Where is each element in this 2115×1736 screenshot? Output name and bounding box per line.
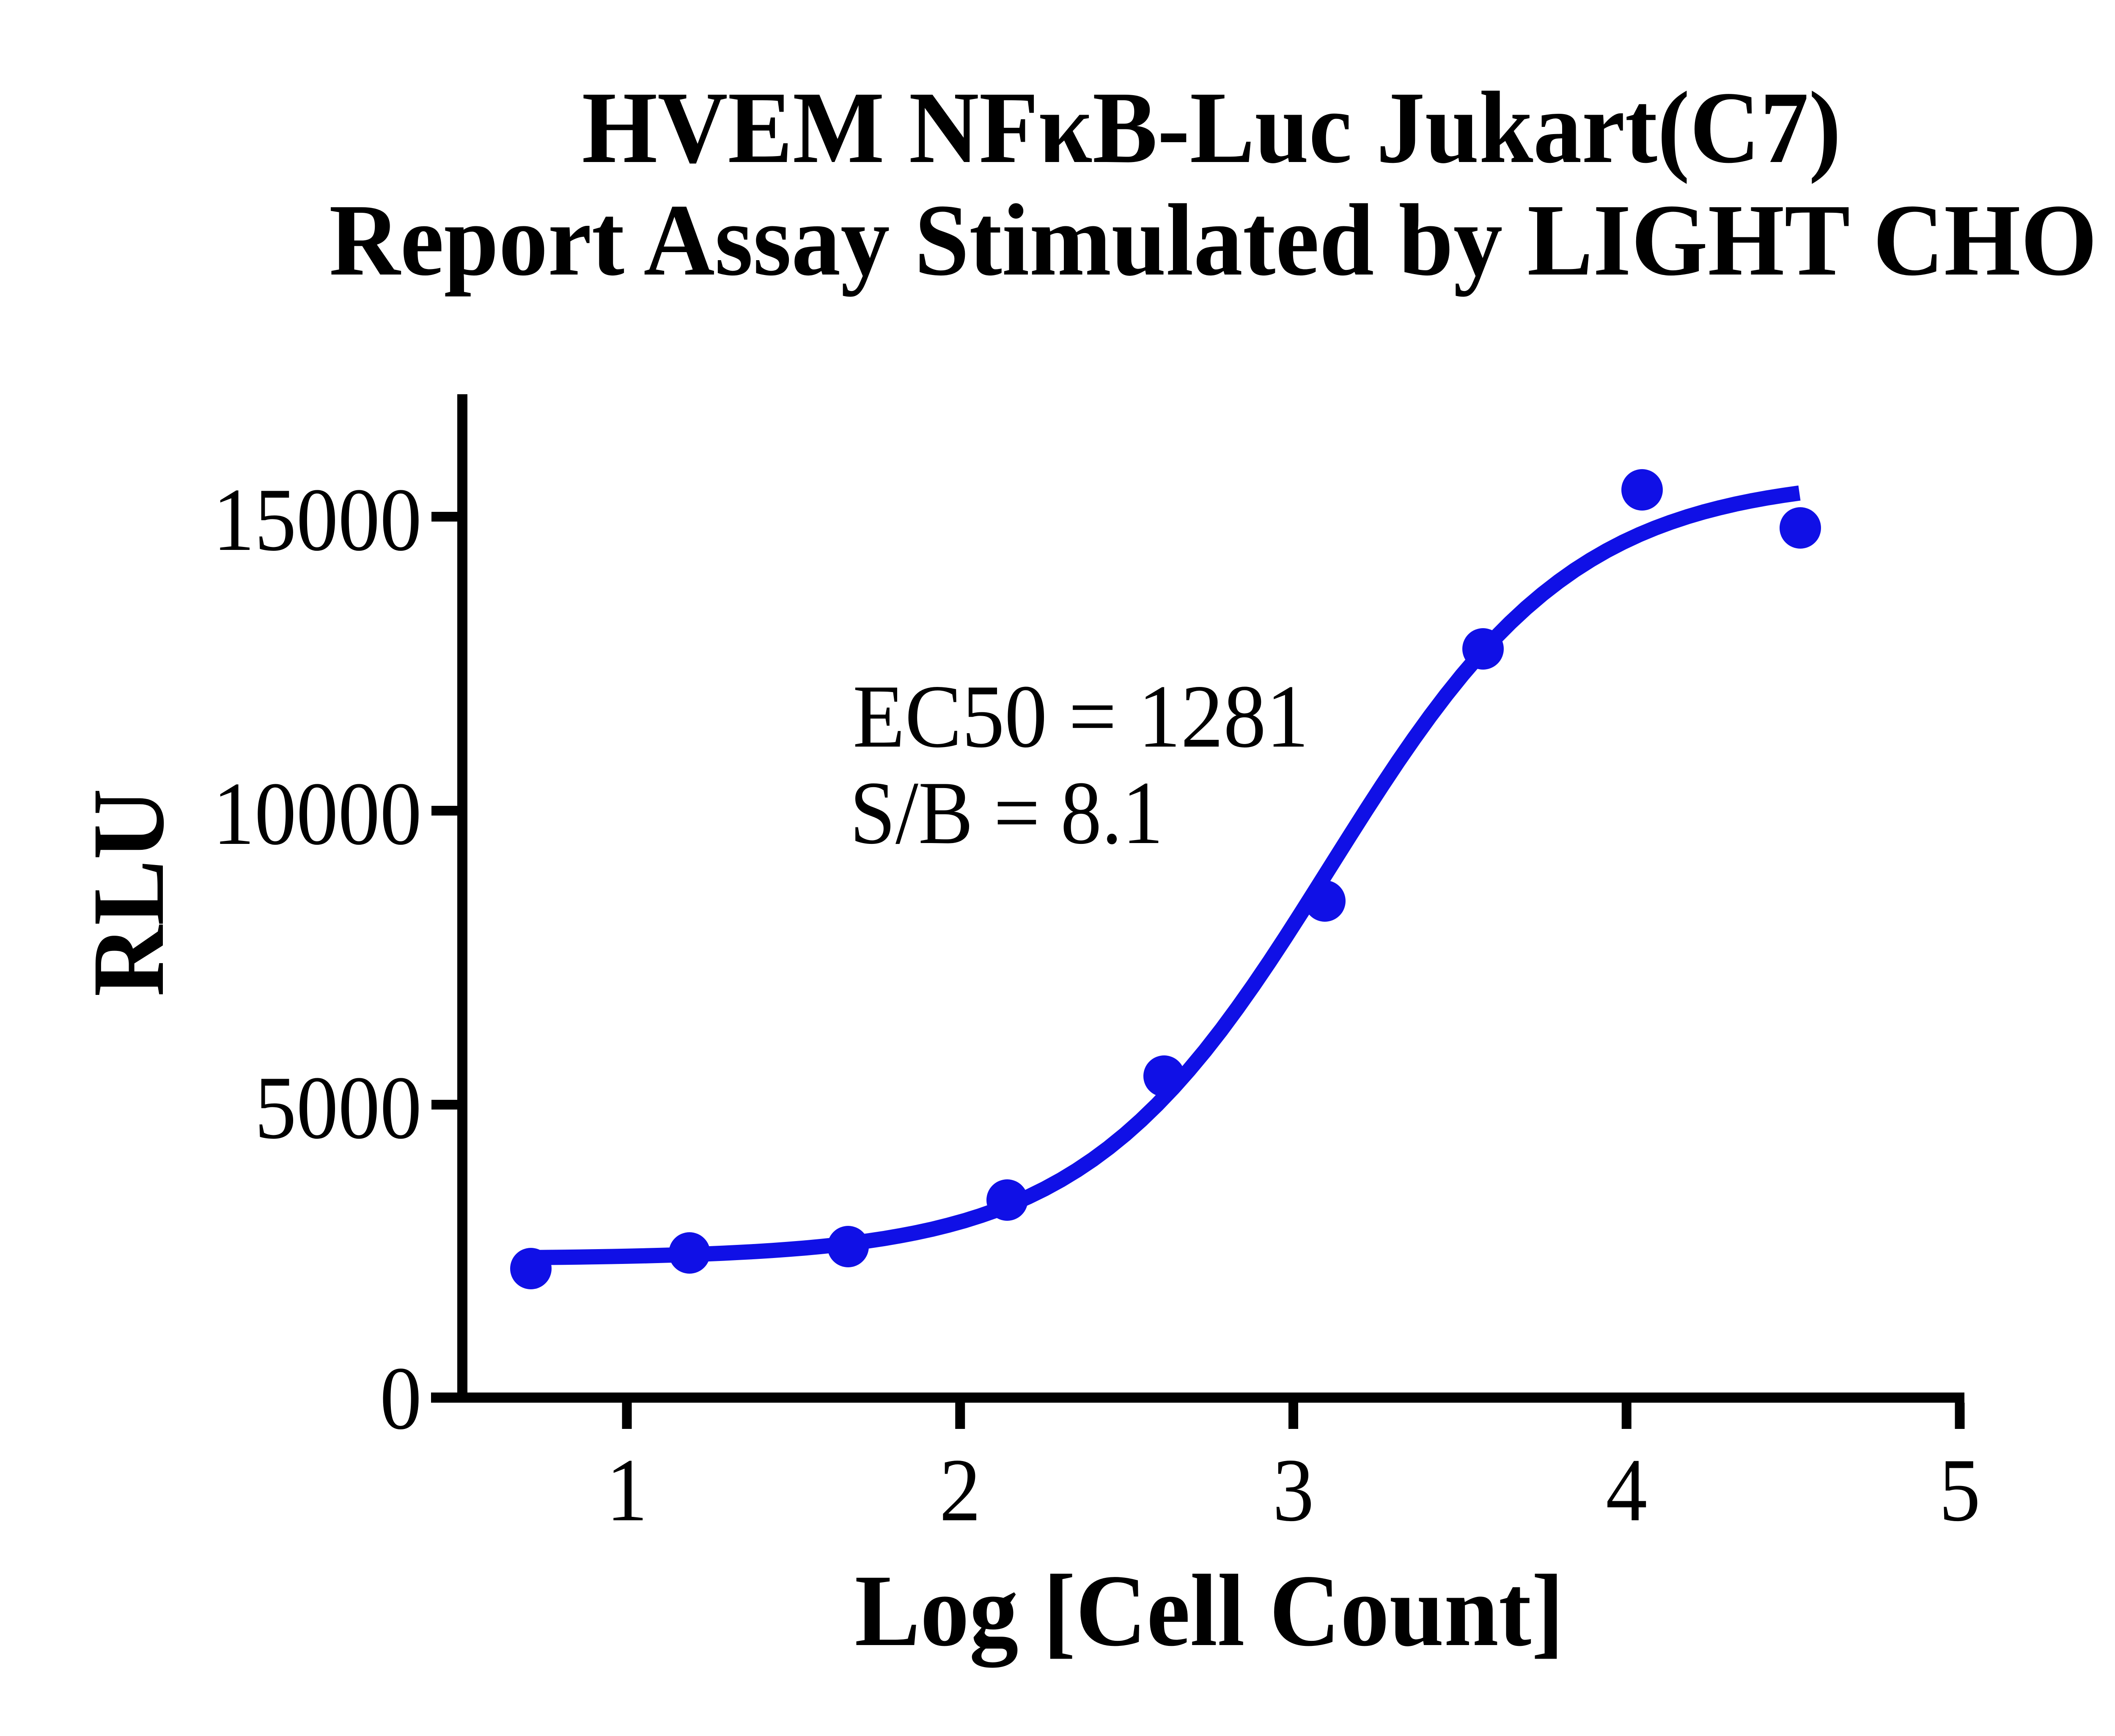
svg-text:4: 4 (1606, 1440, 1647, 1540)
svg-text:2: 2 (939, 1440, 981, 1540)
svg-text:5000: 5000 (255, 1058, 422, 1158)
svg-text:HVEM NFκB-Luc Jukart(C7): HVEM NFκB-Luc Jukart(C7) (582, 70, 1841, 184)
svg-text:EC50 = 1281: EC50 = 1281 (853, 667, 1309, 766)
svg-text:S/B = 8.1: S/B = 8.1 (850, 763, 1163, 863)
svg-text:RLU: RLU (71, 788, 185, 997)
svg-text:Report Assay Stimulated by LIG: Report Assay Stimulated by LIGHT CHO (329, 183, 2097, 297)
svg-text:15000: 15000 (213, 470, 422, 570)
svg-text:3: 3 (1273, 1440, 1314, 1540)
svg-text:1: 1 (606, 1440, 648, 1540)
svg-text:10000: 10000 (213, 764, 422, 864)
svg-text:5: 5 (1939, 1440, 1980, 1540)
svg-text:Log [Cell Count]: Log [Cell Count] (855, 1553, 1564, 1668)
svg-text:0: 0 (380, 1349, 422, 1448)
